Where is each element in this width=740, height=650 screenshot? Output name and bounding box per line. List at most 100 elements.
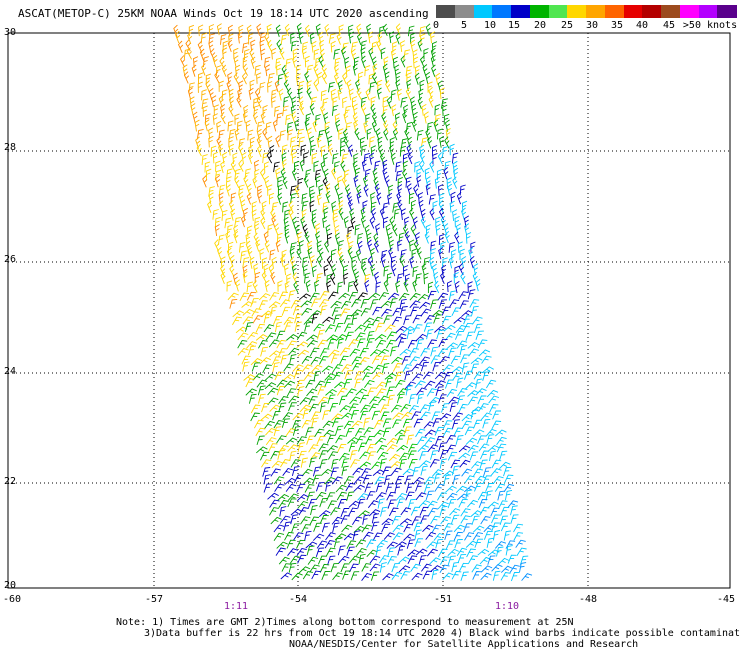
wind-barb xyxy=(340,136,346,148)
wind-barb xyxy=(452,372,463,381)
wind-barb xyxy=(391,263,397,277)
wind-barb xyxy=(384,324,396,332)
wind-barb xyxy=(418,88,424,101)
wind-barb xyxy=(337,175,343,188)
wind-barb xyxy=(361,263,367,276)
wind-barb xyxy=(265,121,272,133)
wind-barb xyxy=(325,532,336,541)
wind-barb xyxy=(237,31,243,44)
wind-barb xyxy=(331,201,337,213)
wind-barb xyxy=(348,144,354,157)
wind-barb xyxy=(222,47,228,60)
wind-barb xyxy=(328,81,335,93)
wind-barb xyxy=(417,444,429,453)
wind-barb xyxy=(402,468,415,476)
wind-barb xyxy=(422,371,434,380)
wind-barb xyxy=(383,216,389,229)
wind-barb xyxy=(301,41,309,53)
wind-barb xyxy=(306,127,312,140)
wind-barb xyxy=(392,202,400,213)
wind-barb xyxy=(321,365,334,373)
wind-barb xyxy=(373,240,380,253)
wind-barb xyxy=(486,379,497,389)
wind-barb xyxy=(315,175,321,188)
wind-barb xyxy=(368,47,374,60)
wind-barb xyxy=(460,354,470,364)
wind-barb xyxy=(500,572,511,581)
wind-barb xyxy=(346,546,355,556)
wind-barb xyxy=(208,135,214,148)
wind-barb xyxy=(284,322,293,332)
wind-barb xyxy=(271,89,278,101)
legend-label: 25 xyxy=(560,20,574,31)
wind-barb xyxy=(442,427,453,437)
wind-barb xyxy=(337,387,348,396)
wind-barb xyxy=(370,201,377,213)
wind-barb xyxy=(359,461,372,469)
wind-barb xyxy=(454,265,460,277)
wind-barb xyxy=(422,524,434,533)
wind-barb xyxy=(403,49,411,60)
wind-barb xyxy=(295,379,305,389)
wind-barb xyxy=(375,322,385,332)
wind-barb xyxy=(488,395,500,404)
wind-barb xyxy=(298,136,305,148)
wind-barb xyxy=(438,233,445,246)
wind-barb xyxy=(339,405,351,413)
legend-label: 30 xyxy=(585,20,599,31)
wind-barb xyxy=(513,523,524,533)
wind-barb xyxy=(286,340,297,349)
wind-barb xyxy=(479,450,490,460)
wind-barb xyxy=(298,80,305,92)
wind-barb xyxy=(364,273,371,285)
wind-barb xyxy=(288,395,300,404)
wind-barb xyxy=(204,113,211,125)
wind-barb xyxy=(185,39,191,52)
wind-barb xyxy=(435,435,444,445)
wind-barb xyxy=(350,571,360,581)
wind-barb xyxy=(453,316,466,324)
wind-barb xyxy=(371,207,377,221)
wind-barb xyxy=(455,485,468,494)
wind-barb xyxy=(272,410,281,421)
wind-barb xyxy=(362,317,375,325)
wind-barb xyxy=(289,242,297,253)
wind-barb xyxy=(281,144,288,156)
wind-barb xyxy=(376,192,382,205)
wind-barb xyxy=(359,451,371,460)
wind-barb xyxy=(392,224,398,237)
legend-label: 15 xyxy=(507,20,521,31)
wind-barb xyxy=(299,397,311,405)
wind-barb xyxy=(268,301,281,309)
wind-barb xyxy=(366,443,376,453)
wind-barb xyxy=(407,450,417,460)
wind-barb xyxy=(322,410,330,420)
wind-barb xyxy=(472,571,482,580)
wind-barb xyxy=(283,363,294,372)
wind-barb xyxy=(294,321,302,332)
wind-barb xyxy=(350,309,363,317)
wind-barb xyxy=(458,291,469,300)
wind-barb xyxy=(351,420,363,429)
wind-barb xyxy=(503,483,515,493)
wind-barb xyxy=(263,474,271,485)
wind-barb xyxy=(387,232,393,244)
wind-barb xyxy=(403,315,412,325)
wind-barb xyxy=(362,175,368,188)
wind-barb xyxy=(318,31,324,44)
wind-barb xyxy=(405,65,413,77)
wind-barb xyxy=(311,265,317,277)
legend-label: 10 xyxy=(483,20,497,31)
wind-barb xyxy=(361,365,374,374)
wind-barb xyxy=(351,313,359,325)
wind-barb xyxy=(461,310,473,318)
wind-barb xyxy=(417,39,423,52)
wind-barb xyxy=(375,281,382,293)
wind-barb xyxy=(438,394,447,404)
wind-barb xyxy=(301,419,312,429)
wind-barb xyxy=(369,247,375,260)
wind-barb xyxy=(368,403,379,412)
wind-barb xyxy=(398,292,410,301)
wind-barb xyxy=(314,380,326,389)
wind-barb xyxy=(399,348,412,356)
